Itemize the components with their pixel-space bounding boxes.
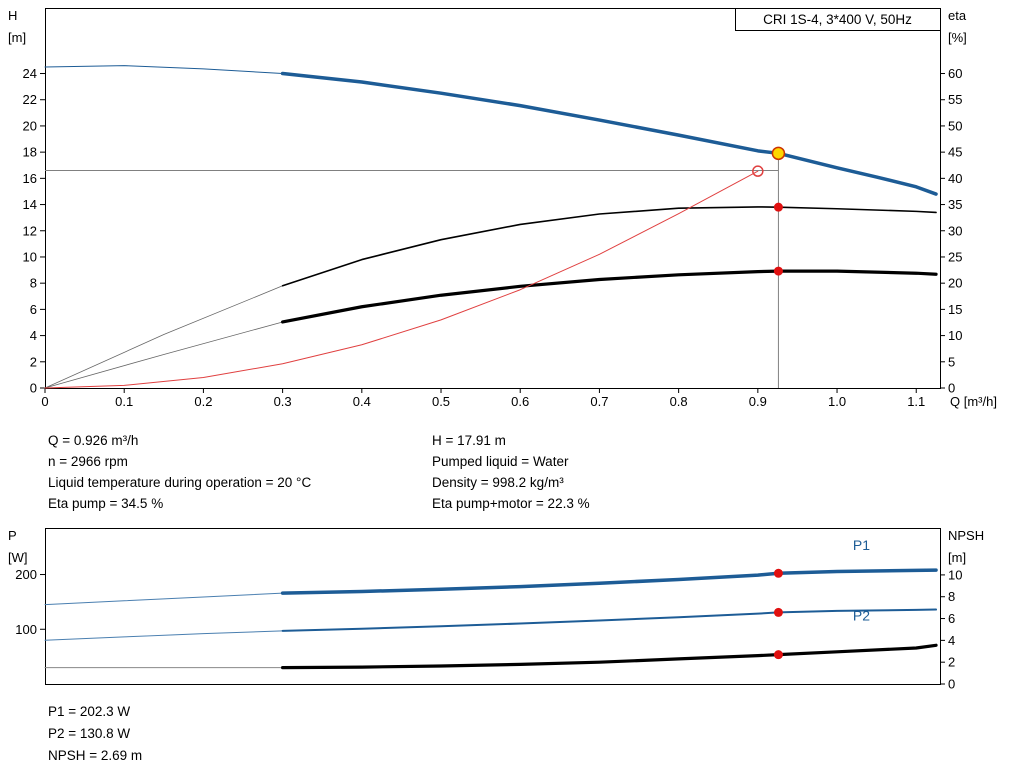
y-right-tick-label: 55 xyxy=(948,92,962,107)
y-left-tick-label: 0 xyxy=(30,381,37,396)
series-eta-pump xyxy=(281,206,937,287)
npsh-point xyxy=(773,650,783,660)
requested-duty-point xyxy=(752,165,764,177)
y-right-tick-label: 60 xyxy=(948,66,962,81)
eta-pump-motor-point xyxy=(773,266,783,276)
info-line-p2: P2 = 130.8 W xyxy=(48,726,131,741)
info-line-eta-pump-motor: Eta pump+motor = 22.3 % xyxy=(432,496,590,511)
y-left-tick-label: 20 xyxy=(23,118,37,133)
y-right-tick-label: 2 xyxy=(948,655,955,670)
y-left-tick-label: 18 xyxy=(23,145,37,160)
y-right-tick-label: 4 xyxy=(948,633,955,648)
info-line-q: Q = 0.926 m³/h xyxy=(48,433,139,448)
x-tick-label: 1.1 xyxy=(907,394,925,409)
p1-point xyxy=(773,568,783,578)
duty-info-left-column: Q = 0.926 m³/h n = 2966 rpm Liquid tempe… xyxy=(48,430,432,514)
duty-info: Q = 0.926 m³/h n = 2966 rpm Liquid tempe… xyxy=(48,430,590,514)
duty-info-right-column: H = 17.91 m Pumped liquid = Water Densit… xyxy=(432,430,590,514)
y-left-axis-label: H xyxy=(8,8,17,23)
x-axis-label: Q [m³/h] xyxy=(950,394,997,409)
x-tick-label: 0.8 xyxy=(670,394,688,409)
y-right-axis-label: eta xyxy=(948,8,967,23)
eta-pump-point xyxy=(773,202,783,212)
y-right-tick-label: 6 xyxy=(948,611,955,626)
series-eta-pump-lead xyxy=(44,285,284,389)
y-left-axis-label: P xyxy=(8,528,17,543)
x-tick-label: 0.2 xyxy=(194,394,212,409)
y-right-tick-label: 10 xyxy=(948,328,962,343)
y-left-tick-label: 8 xyxy=(30,276,37,291)
y-right-tick-label: 5 xyxy=(948,354,955,369)
series-p2 xyxy=(281,608,938,632)
y-right-tick-label: 30 xyxy=(948,223,962,238)
y-right-tick-label: 25 xyxy=(948,249,962,264)
series-npsh xyxy=(281,643,938,670)
chart-title: CRI 1S-4, 3*400 V, 50Hz xyxy=(763,12,912,27)
y-right-axis-label: NPSH xyxy=(948,528,984,543)
qh-eta-chart: 0246810121416182022240510152025303540455… xyxy=(8,8,997,409)
y-left-tick-label: 12 xyxy=(23,223,37,238)
y-left-tick-label: 14 xyxy=(23,197,37,212)
y-right-tick-label: 0 xyxy=(948,381,955,396)
y-left-tick-label: 200 xyxy=(15,567,37,582)
y-right-tick-label: 10 xyxy=(948,567,962,582)
info-line-npsh: NPSH = 2.69 m xyxy=(48,748,143,763)
x-tick-label: 0.4 xyxy=(353,394,371,409)
info-line-liquid-temperature: Liquid temperature during operation = 20… xyxy=(48,475,312,490)
x-tick-label: 0.1 xyxy=(115,394,133,409)
y-left-tick-label: 22 xyxy=(23,92,37,107)
chart-title-box xyxy=(735,8,941,31)
y-right-tick-label: 35 xyxy=(948,197,962,212)
series-label-p1: P1 xyxy=(853,537,870,553)
series-label-p2: P2 xyxy=(853,608,870,624)
y-right-tick-label: 8 xyxy=(948,589,955,604)
x-tick-label: 0 xyxy=(41,394,48,409)
series-eta-pump-motor xyxy=(281,269,938,324)
power-npsh-chart: 100 200 0 2 4 6 8 10 P [W] NPSH [m] P1 P2 xyxy=(8,528,984,692)
info-line-speed: n = 2966 rpm xyxy=(48,454,128,469)
x-tick-label: 1.0 xyxy=(828,394,846,409)
power-npsh-info: P1 = 202.3 W P2 = 130.8 W NPSH = 2.69 m xyxy=(48,701,142,767)
series-system-curve xyxy=(44,170,759,389)
y-right-tick-label: 45 xyxy=(948,145,962,160)
y-right-axis-label: [%] xyxy=(948,30,967,45)
y-right-axis-label: [m] xyxy=(948,550,966,565)
info-line-head: H = 17.91 m xyxy=(432,433,506,448)
y-right-tick-label: 0 xyxy=(948,677,955,692)
x-tick-label: 0.5 xyxy=(432,394,450,409)
x-tick-label: 0.9 xyxy=(749,394,767,409)
y-right-tick-label: 50 xyxy=(948,118,962,133)
series-p2-lead xyxy=(44,630,284,641)
y-left-tick-label: 16 xyxy=(23,171,37,186)
y-left-tick-label: 100 xyxy=(15,622,37,637)
info-line-density: Density = 998.2 kg/m³ xyxy=(432,475,564,490)
x-tick-label: 0.7 xyxy=(590,394,608,409)
plot-border xyxy=(45,528,941,685)
y-left-tick-label: 2 xyxy=(30,354,37,369)
y-left-tick-label: 10 xyxy=(23,249,37,264)
series-p1-lead xyxy=(44,592,284,606)
y-right-tick-label: 15 xyxy=(948,302,962,317)
info-line-eta-pump: Eta pump = 34.5 % xyxy=(48,496,164,511)
info-line-p1: P1 = 202.3 W xyxy=(48,704,131,719)
y-right-tick-label: 40 xyxy=(948,171,962,186)
y-left-axis-label: [m] xyxy=(8,30,26,45)
duty-point xyxy=(771,146,786,161)
series-p1 xyxy=(280,568,938,595)
y-left-tick-label: 4 xyxy=(30,328,37,343)
series-qh-curve xyxy=(280,71,938,196)
y-right-tick-label: 20 xyxy=(948,276,962,291)
info-line-pumped-liquid: Pumped liquid = Water xyxy=(432,454,569,469)
series-qh-curve-lead xyxy=(44,65,284,75)
p2-point xyxy=(773,607,783,617)
series-eta-pump-motor-lead xyxy=(44,321,284,389)
y-left-tick-label: 24 xyxy=(23,66,37,81)
plot-border xyxy=(45,8,941,389)
y-left-axis-label: [W] xyxy=(8,550,28,565)
x-tick-label: 0.3 xyxy=(274,394,292,409)
y-left-tick-label: 6 xyxy=(30,302,37,317)
x-tick-label: 0.6 xyxy=(511,394,529,409)
